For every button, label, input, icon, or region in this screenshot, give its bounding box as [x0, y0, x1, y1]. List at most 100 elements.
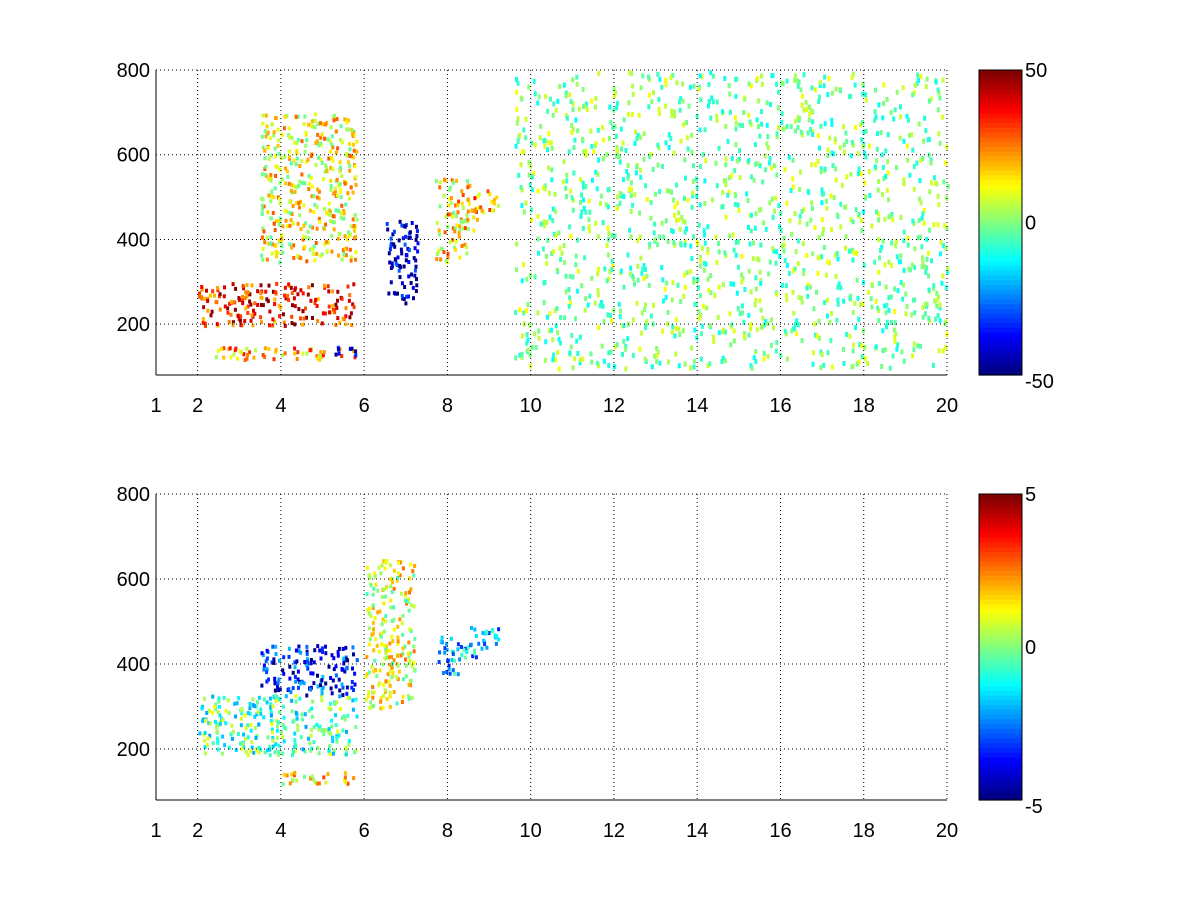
heatmap-cell	[354, 749, 358, 754]
heatmap-cell	[337, 347, 340, 352]
heatmap-cell	[522, 310, 526, 316]
heatmap-cell	[826, 350, 830, 356]
colorbar-swatch	[979, 217, 1022, 224]
heatmap-cell	[611, 124, 615, 130]
heatmap-cell	[599, 201, 602, 206]
heatmap-cell	[793, 321, 797, 327]
heatmap-cell	[382, 601, 386, 606]
heatmap-cell	[655, 358, 659, 364]
heatmap-cell	[789, 188, 793, 194]
heatmap-cell	[602, 358, 606, 364]
heatmap-cell	[278, 658, 281, 663]
heatmap-cell	[265, 257, 269, 262]
colorbar-swatch	[979, 189, 1022, 195]
heatmap-cell	[466, 209, 470, 214]
heatmap-cell	[630, 71, 633, 77]
heatmap-cell	[610, 233, 614, 238]
heatmap-cell	[600, 300, 603, 305]
heatmap-cell	[261, 121, 265, 126]
heatmap-cell	[615, 342, 619, 348]
heatmap-cell	[754, 161, 758, 167]
colorbar-swatch	[979, 336, 1022, 343]
heatmap-cell	[327, 730, 331, 735]
heatmap-cell	[457, 234, 461, 239]
heatmap-cell	[338, 688, 342, 693]
heatmap-cell	[692, 279, 696, 285]
heatmap-cell	[300, 172, 304, 177]
heatmap-cell	[622, 323, 626, 329]
heatmap-cell	[380, 631, 384, 636]
heatmap-cell	[293, 287, 297, 292]
heatmap-cell	[209, 293, 212, 298]
heatmap-cell	[228, 301, 232, 306]
heatmap-cell	[273, 680, 277, 685]
heatmap-cell	[351, 698, 355, 703]
heatmap-cell	[772, 325, 775, 331]
heatmap-cell	[344, 752, 348, 757]
heatmap-cell	[299, 316, 302, 321]
y-tick-label: 400	[117, 229, 150, 251]
heatmap-cell	[863, 194, 867, 200]
colorbar-swatch	[979, 790, 1022, 796]
heatmap-cell	[236, 314, 240, 318]
heatmap-cell	[774, 195, 778, 201]
heatmap-cell	[274, 116, 278, 121]
heatmap-cell	[551, 206, 555, 212]
heatmap-cell	[809, 217, 813, 223]
heatmap-cell	[340, 140, 344, 145]
heatmap-cell	[317, 155, 320, 160]
heatmap-cell	[407, 576, 411, 581]
heatmap-cell	[655, 353, 659, 358]
heatmap-cell	[568, 273, 572, 279]
heatmap-cell	[319, 157, 323, 162]
heatmap-cell	[887, 197, 891, 203]
heatmap-cell	[562, 243, 566, 248]
heatmap-cell	[541, 185, 545, 191]
heatmap-cell	[351, 129, 355, 134]
colorbar-swatch	[979, 170, 1022, 176]
heatmap-cell	[757, 98, 761, 104]
heatmap-cell	[288, 155, 292, 160]
heatmap-cell	[313, 118, 317, 123]
heatmap-cell	[625, 169, 629, 174]
heatmap-cell	[218, 713, 222, 718]
colorbar-swatch	[979, 346, 1022, 352]
heatmap-cell	[536, 213, 540, 219]
heatmap-cell	[313, 258, 317, 263]
heatmap-cell	[662, 234, 666, 240]
heatmap-cell	[563, 315, 567, 321]
heatmap-cell	[414, 258, 418, 263]
colorbar-swatch	[979, 198, 1022, 205]
heatmap-cell	[288, 676, 292, 681]
heatmap-cell	[640, 270, 644, 276]
heatmap-cell	[348, 247, 352, 252]
heatmap-cell	[381, 617, 385, 622]
heatmap-cell	[731, 232, 735, 238]
heatmap-cell	[730, 173, 733, 179]
heatmap-cell	[335, 700, 339, 705]
heatmap-cell	[216, 710, 220, 715]
heatmap-cell	[379, 699, 383, 704]
heatmap-cell	[689, 269, 693, 275]
heatmap-cell	[271, 323, 275, 328]
heatmap-cell	[229, 299, 233, 304]
heatmap-cell	[289, 218, 293, 223]
heatmap-cell	[696, 276, 700, 282]
heatmap-cell	[233, 348, 237, 353]
heatmap-cell	[303, 712, 307, 717]
heatmap-cell	[918, 196, 922, 202]
heatmap-cell	[760, 81, 764, 87]
heatmap-cell	[296, 254, 300, 259]
heatmap-cell	[676, 282, 680, 288]
heatmap-cell	[539, 123, 543, 129]
heatmap-cell	[262, 715, 266, 720]
heatmap-cell	[269, 172, 273, 177]
heatmap-cell	[407, 654, 411, 659]
heatmap-cell	[483, 642, 487, 647]
heatmap-cell	[672, 150, 676, 156]
heatmap-cell	[263, 129, 267, 134]
heatmap-cell	[293, 770, 297, 775]
heatmap-cell	[277, 743, 281, 748]
heatmap-cell	[647, 282, 651, 288]
